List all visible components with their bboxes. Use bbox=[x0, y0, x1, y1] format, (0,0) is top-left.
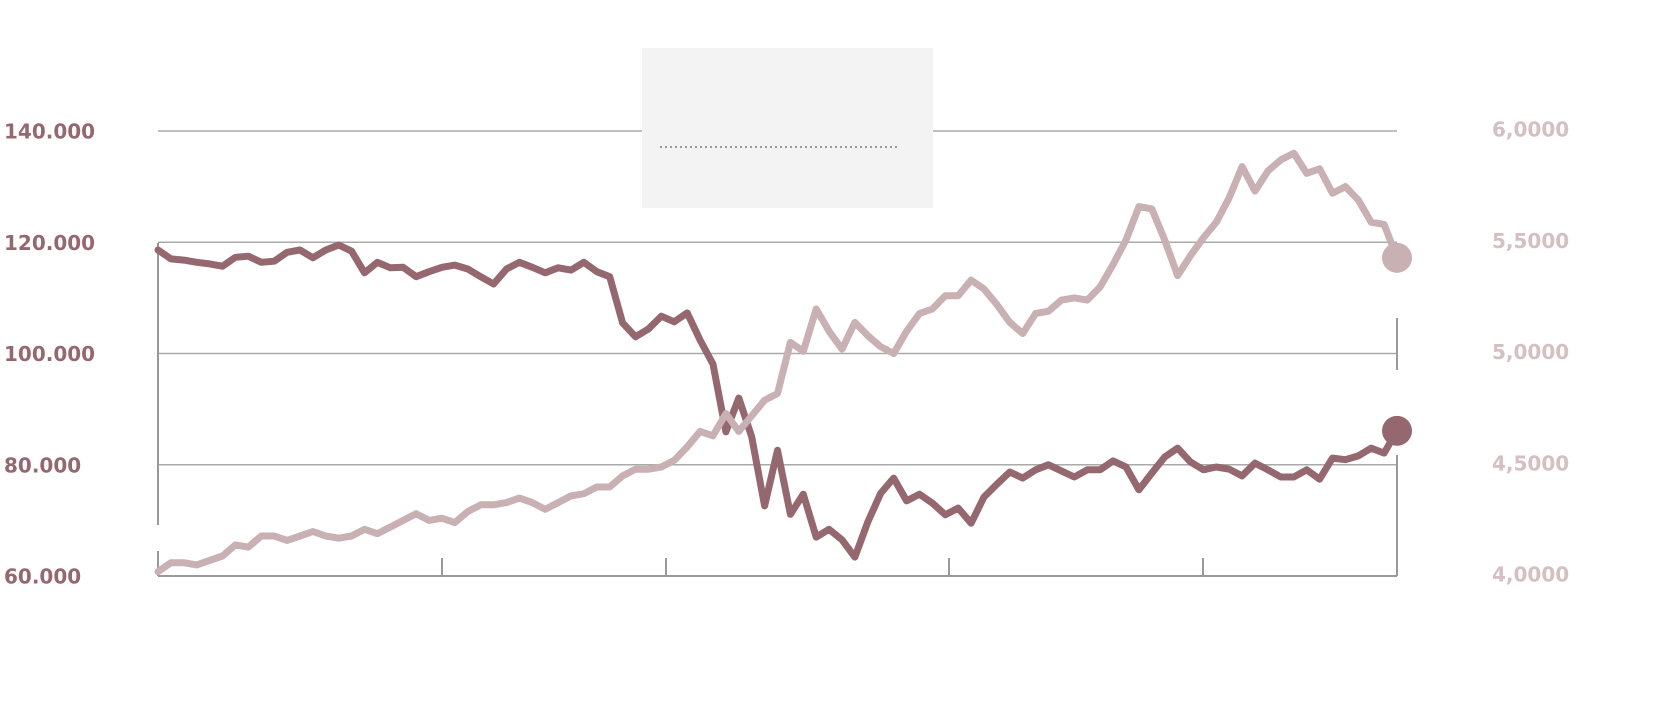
end-dot bbox=[1382, 242, 1412, 273]
y-tick-label: 140.000 bbox=[4, 120, 95, 144]
y2-tick-label: 4,0000 bbox=[1492, 563, 1569, 587]
y-tick-label: 100.000 bbox=[4, 342, 95, 366]
y2-tick-label: 5,5000 bbox=[1492, 229, 1569, 253]
series-line bbox=[154, 241, 1401, 561]
y2-tick-label: 5,0000 bbox=[1492, 340, 1569, 364]
y2-tick-label: 4,5000 bbox=[1492, 451, 1569, 475]
y-tick-label: 120.000 bbox=[4, 231, 95, 255]
axes bbox=[157, 243, 1398, 577]
tooltip-box bbox=[642, 48, 933, 208]
y2-tick-label: 6,0000 bbox=[1492, 118, 1569, 142]
tooltip bbox=[642, 48, 933, 208]
y-tick-label: 80.000 bbox=[4, 453, 81, 477]
end-dot bbox=[1382, 415, 1412, 446]
series-line bbox=[154, 149, 1401, 576]
plot bbox=[154, 149, 1412, 576]
y-tick-label: 60.000 bbox=[4, 565, 81, 589]
